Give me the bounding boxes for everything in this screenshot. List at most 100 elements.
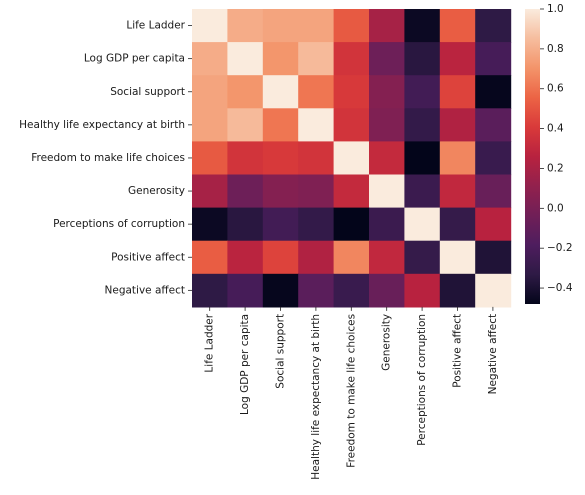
heatmap-cell (333, 273, 370, 308)
heatmap-cell (227, 75, 264, 109)
column-label: Life Ladder (204, 313, 216, 372)
heatmap-cell (439, 174, 476, 209)
heatmap-cell (227, 207, 264, 242)
heatmap-cell (333, 141, 370, 176)
heatmap-cell (369, 240, 405, 275)
heatmap-cell (192, 9, 228, 43)
heatmap-cell (439, 75, 476, 109)
heatmap-cell (404, 108, 441, 142)
heatmap-cell (333, 108, 370, 142)
heatmap-cell (475, 42, 512, 76)
heatmap-cell (475, 141, 512, 176)
heatmap-cell (369, 75, 405, 109)
colorbar (525, 9, 540, 304)
heatmap-cell (262, 42, 299, 76)
heatmap-cell (369, 108, 405, 142)
row-label: Freedom to make life choices (31, 152, 185, 164)
column-label: Generosity (381, 314, 393, 371)
heatmap-cell (227, 108, 264, 142)
column-label: Positive affect (452, 314, 464, 388)
heatmap-cell (192, 240, 228, 275)
heatmap-cell (333, 240, 370, 275)
heatmap-cell (262, 273, 299, 308)
colorbar-tick-label: 0.6 (547, 83, 564, 95)
heatmap-cell (404, 174, 441, 209)
column-label: Healthy life expectancy at birth (310, 314, 322, 480)
heatmap-cell (439, 42, 476, 76)
heatmap-cell (227, 42, 264, 76)
heatmap-cell (404, 42, 441, 76)
heatmap-cell (262, 9, 299, 43)
heatmap-cell (439, 141, 476, 176)
row-label: Life Ladder (126, 20, 185, 32)
heatmap-cell (475, 240, 512, 275)
heatmap-cell (227, 273, 264, 308)
heatmap-cell (369, 9, 405, 43)
heatmap-cell (298, 108, 335, 142)
heatmap-cell (227, 240, 264, 275)
heatmap-cell (298, 207, 335, 242)
heatmap-cell (227, 9, 264, 43)
column-label: Social support (275, 314, 287, 389)
heatmap-cell (227, 141, 264, 176)
heatmap-cell (192, 42, 228, 76)
colorbar-tick-label: 0.0 (547, 202, 564, 214)
row-label: Generosity (128, 185, 185, 197)
heatmap-cell (192, 174, 228, 209)
heatmap-cell (227, 174, 264, 209)
heatmap-cell (298, 75, 335, 109)
heatmap-cell (475, 108, 512, 142)
row-label: Perceptions of corruption (53, 218, 185, 230)
heatmap-cell (333, 9, 370, 43)
heatmap-cell (192, 141, 228, 176)
heatmap-cell (475, 207, 512, 242)
heatmap-cell (439, 273, 476, 308)
column-label: Freedom to make life choices (345, 314, 357, 468)
heatmap-cell (404, 273, 441, 308)
heatmap-cell (404, 75, 441, 109)
row-label: Social support (110, 86, 185, 98)
heatmap-cell (262, 75, 299, 109)
heatmap-cell (262, 240, 299, 275)
heatmap-cell (439, 240, 476, 275)
heatmap-cell (262, 174, 299, 209)
row-label: Positive affect (111, 251, 185, 263)
heatmap-cell (475, 273, 512, 308)
heatmap-cell (439, 108, 476, 142)
heatmap-cell (298, 273, 335, 308)
heatmap-cell (333, 42, 370, 76)
heatmap-cell (369, 42, 405, 76)
colorbar-tick-label: 0.2 (547, 162, 564, 174)
heatmap-cell (404, 207, 441, 242)
heatmap-cell (475, 75, 512, 109)
colorbar-ticks: 1.0 0.8 0.6 0.4 0.2 0.0 −0.2 −0.4 (540, 3, 573, 294)
heatmap-cell (404, 240, 441, 275)
heatmap-cell (192, 108, 228, 142)
colorbar-tick-label: 1.0 (547, 3, 564, 15)
column-labels: Life Ladder Log GDP per capita Social supp… (204, 306, 499, 480)
heatmap-cell (192, 75, 228, 109)
heatmap-cell (369, 273, 405, 308)
heatmap-cell (404, 141, 441, 176)
heatmap-cell (369, 141, 405, 176)
heatmap-cell (333, 174, 370, 209)
heatmap-cells (192, 9, 512, 308)
heatmap-cell (439, 9, 476, 43)
row-labels: Life Ladder Log GDP per capita Social supp… (19, 20, 192, 296)
heatmap-cell (262, 141, 299, 176)
heatmap-cell (333, 75, 370, 109)
heatmap-cell (192, 273, 228, 308)
heatmap-cell (333, 207, 370, 242)
column-label: Perceptions of corruption (416, 314, 428, 446)
heatmap-cell (262, 207, 299, 242)
heatmap-cell (298, 42, 335, 76)
row-label: Log GDP per capita (84, 53, 185, 65)
heatmap-cell (298, 240, 335, 275)
heatmap-cell (298, 174, 335, 209)
colorbar-tick-label: 0.8 (547, 43, 564, 55)
heatmap-cell (262, 108, 299, 142)
column-label: Log GDP per capita (239, 314, 251, 415)
heatmap-cell (475, 9, 512, 43)
heatmap-cell (298, 141, 335, 176)
